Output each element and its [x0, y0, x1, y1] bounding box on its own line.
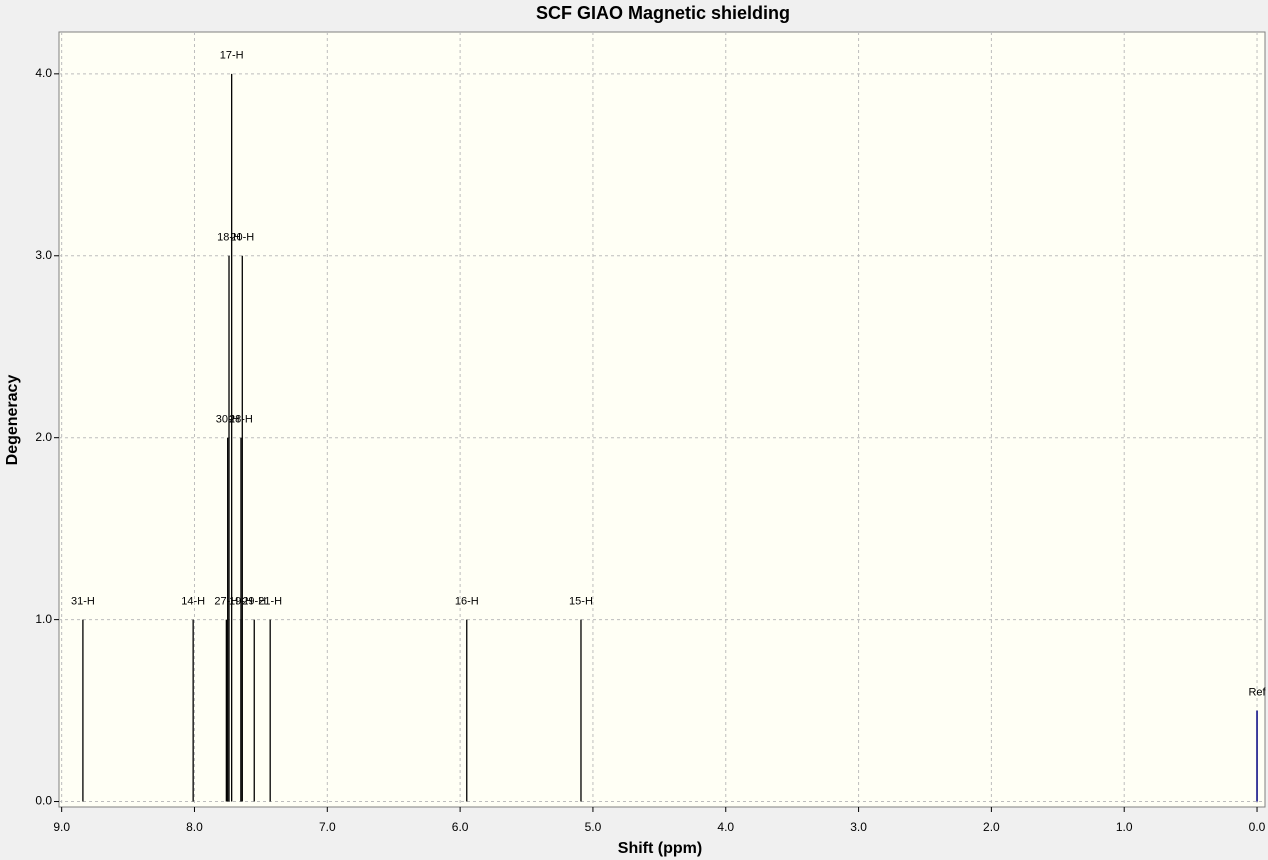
peak-label: 31-H [71, 596, 95, 608]
x-tick-label: 4.0 [717, 820, 734, 834]
peak-label: 15-H [569, 596, 593, 608]
peak-label: 18-H [217, 232, 241, 244]
peak-label: 14-H [181, 596, 205, 608]
x-tick-label: 3.0 [850, 820, 867, 834]
peak-label: 17-H [220, 50, 244, 62]
plot-area [58, 31, 1266, 808]
y-tick-label: 2.0 [35, 430, 52, 444]
peak-label: 27-H [214, 596, 238, 608]
x-tick-label: 2.0 [983, 820, 1000, 834]
x-tick-label: 7.0 [319, 820, 336, 834]
peak-label: 30-H [216, 414, 240, 426]
x-tick-label: 8.0 [186, 820, 203, 834]
y-tick-label: 1.0 [35, 612, 52, 626]
chart-title: SCF GIAO Magnetic shielding [536, 3, 790, 23]
x-tick-label: 9.0 [53, 820, 70, 834]
x-tick-label: 5.0 [585, 820, 602, 834]
peak-label: 19-H [229, 596, 253, 608]
reference-label: Ref [1248, 686, 1266, 698]
y-tick-label: 3.0 [35, 248, 52, 262]
x-tick-label: 0.0 [1249, 820, 1266, 834]
y-tick-label: 4.0 [35, 66, 52, 80]
peak-label: 21-H [258, 596, 282, 608]
y-tick-label: 0.0 [35, 794, 52, 808]
peak-label: 28-H [229, 414, 253, 426]
peak-label: 20-H [230, 232, 254, 244]
x-axis-label: Shift (ppm) [618, 840, 702, 857]
peak-label: 29-H [242, 596, 266, 608]
x-tick-label: 6.0 [452, 820, 469, 834]
peak-label: 16-H [455, 596, 479, 608]
y-axis-label: Degeneracy [4, 375, 21, 466]
x-tick-label: 1.0 [1116, 820, 1133, 834]
